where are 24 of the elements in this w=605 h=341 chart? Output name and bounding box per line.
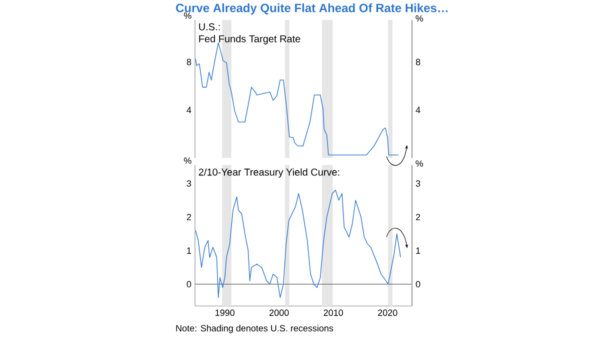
x-tick-label: 1990: [216, 310, 234, 316]
x-tick-label: 2010: [324, 310, 343, 316]
y2-tick-label: 8: [416, 58, 420, 66]
y-tick-label: 2: [186, 214, 192, 220]
y-tick-label: 3: [186, 180, 192, 187]
text: Fed Funds Target Rate: [199, 35, 300, 44]
y2-axis-title: %: [416, 160, 424, 167]
y2-tick-label: 1: [416, 248, 420, 254]
y-tick-label: 1: [187, 248, 192, 254]
annotation: U.S.:: [199, 23, 220, 30]
y-tick-label: 4: [186, 106, 192, 114]
y2-axis-title: %: [416, 15, 424, 22]
y-tick-label: 0: [186, 280, 192, 288]
chart-title: 2/10-Year Treasury Yield Curve:: [198, 168, 340, 178]
text: Note: Shading denotes U.S. recessions: [176, 324, 334, 334]
y-tick-label: 8: [186, 58, 192, 66]
y2-tick-label: 0: [416, 280, 420, 288]
x-tick-label: 2000: [270, 310, 289, 316]
y2-tick-label: 3: [416, 180, 420, 187]
y2-tick-label: 2: [416, 214, 420, 220]
x-tick-label: 2020: [378, 310, 398, 316]
y2-tick-label: 4: [416, 106, 420, 114]
y-axis-title: %: [184, 12, 192, 19]
y-axis-title: %: [184, 158, 192, 164]
